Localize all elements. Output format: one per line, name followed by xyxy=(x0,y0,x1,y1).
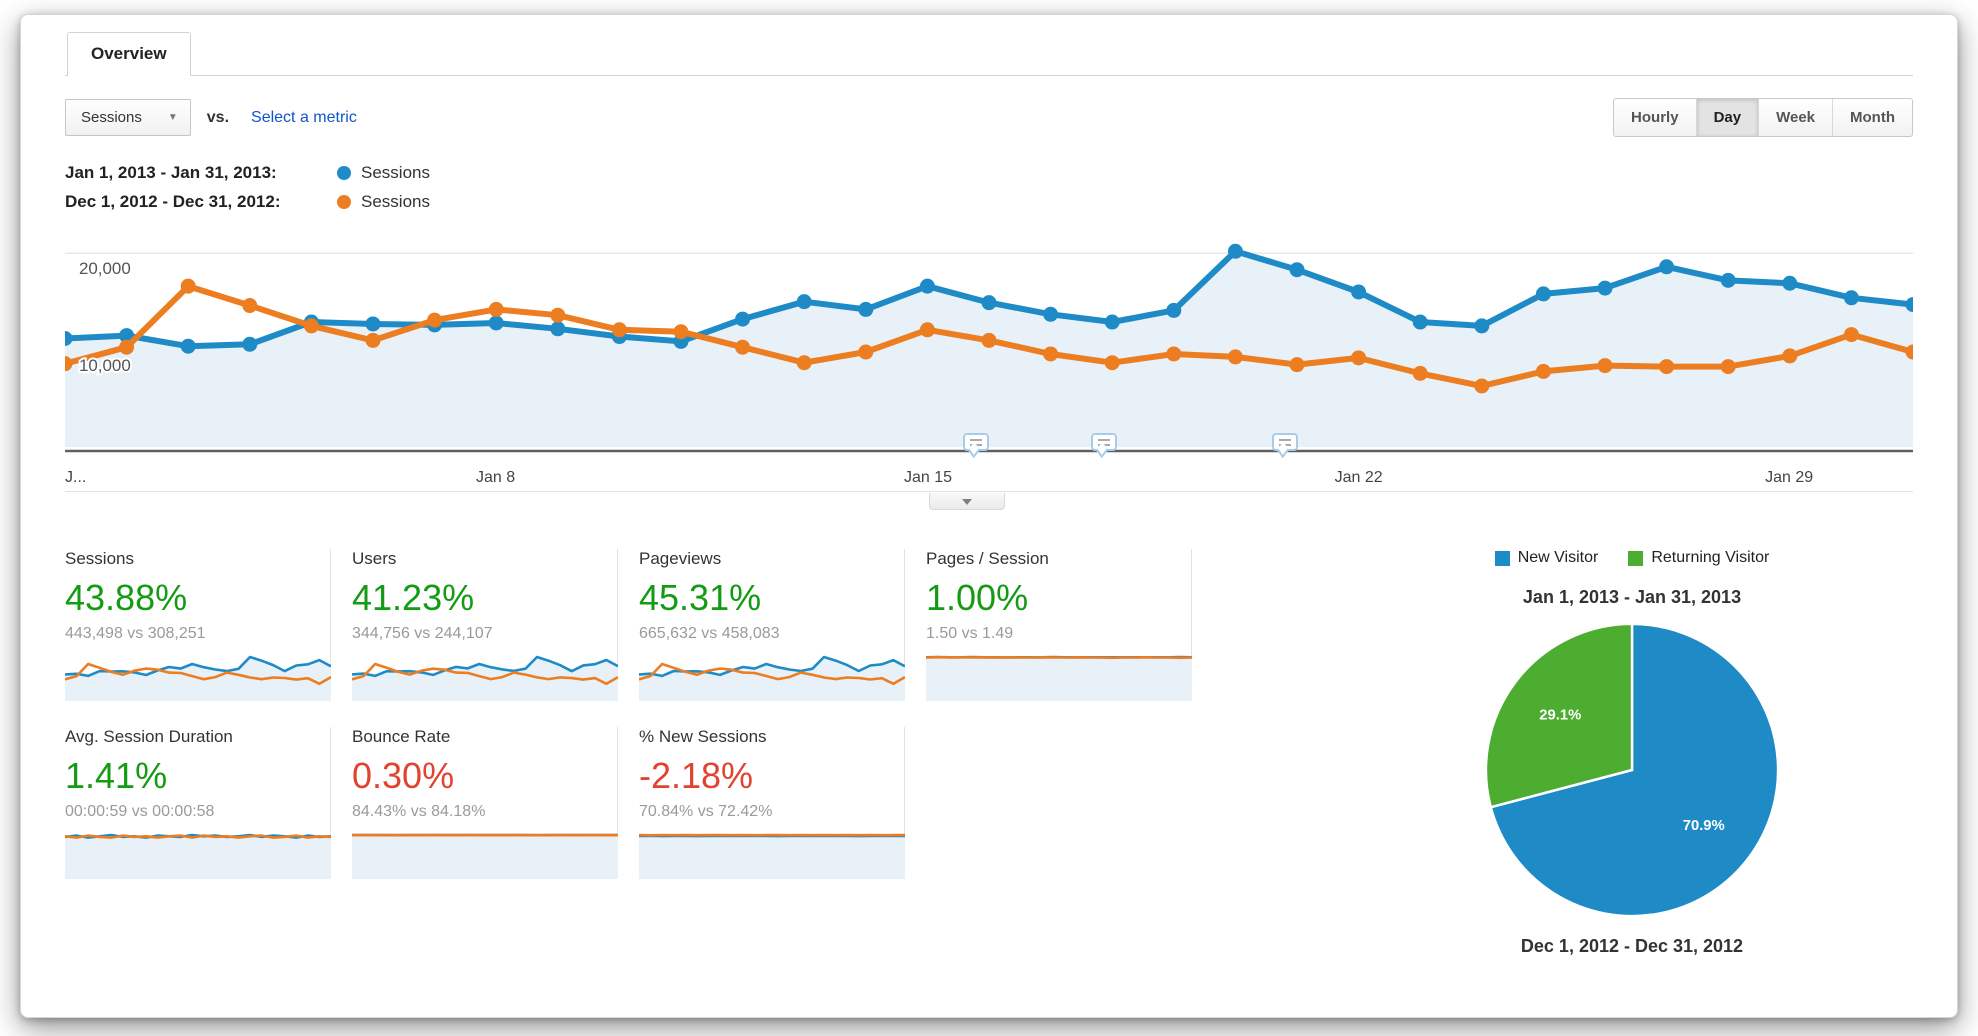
timeline-x-axis: J... Jan 8 Jan 15 Jan 22 Jan 29 xyxy=(65,461,1913,515)
svg-text:20,000: 20,000 xyxy=(79,259,131,278)
summary-section: Sessions 43.88% 443,498 vs 308,251 Users 41.… xyxy=(65,549,1913,957)
sparkline-chart xyxy=(65,833,331,879)
pie-legend: New Visitor Returning Visitor xyxy=(1351,549,1913,567)
metric-compare-values: 665,632 vs 458,083 xyxy=(639,625,780,642)
metric-selector-label: Sessions xyxy=(81,109,142,126)
metric-card-avg_duration: Avg. Session Duration 1.41% 00:00:59 vs 00… xyxy=(65,727,331,879)
metric-title: Pages / Session xyxy=(926,549,1049,568)
x-tick-label: Jan 8 xyxy=(476,469,516,486)
annotation-bubble-icon[interactable] xyxy=(963,433,990,451)
svg-text:29.1%: 29.1% xyxy=(1539,708,1581,724)
legend-swatch-icon xyxy=(1628,550,1644,566)
granularity-button-group: Hourly Day Week Month xyxy=(1613,98,1913,137)
legend-dot-icon xyxy=(337,166,351,180)
metric-change-pct: 41.23% xyxy=(352,577,475,618)
metric-compare-values: 443,498 vs 308,251 xyxy=(65,625,206,642)
metric-row-1: Sessions 43.88% 443,498 vs 308,251 Users 41.… xyxy=(65,549,1317,701)
pie-period-bottom: Dec 1, 2012 - Dec 31, 2012 xyxy=(1520,936,1744,956)
granularity-day[interactable]: Day xyxy=(1695,99,1759,136)
metric-compare-values: 70.84% vs 72.42% xyxy=(639,803,773,820)
pie-slice-returning-visitor[interactable] xyxy=(1484,622,1634,809)
x-tick-label: Jan 15 xyxy=(903,469,953,486)
annotations-expand-tab[interactable] xyxy=(928,493,1005,510)
sparkline-chart xyxy=(65,655,331,701)
sparkline-chart xyxy=(639,833,905,879)
legend-series-name: Sessions xyxy=(361,163,430,182)
x-tick-label: Jan 22 xyxy=(1334,469,1383,486)
pie-legend-item: Returning Visitor xyxy=(1628,549,1769,567)
legend-row: Jan 1, 2013 - Jan 31, 2013: Sessions xyxy=(65,163,1913,183)
granularity-hourly[interactable]: Hourly xyxy=(1631,109,1679,126)
metric-sparkline xyxy=(639,831,905,879)
legend-dot-icon xyxy=(337,195,351,209)
sessions-timeline-chart[interactable]: 20,000 10,000 xyxy=(65,221,1913,461)
pie-slice-new-visitor[interactable] xyxy=(1489,622,1780,918)
x-axis-labels: J... Jan 8 Jan 15 Jan 22 Jan 29 xyxy=(65,461,1913,492)
metric-title: Sessions xyxy=(65,549,134,568)
sparkline-chart xyxy=(352,655,618,701)
metric-change-pct: 45.31% xyxy=(639,577,762,618)
legend-date-range: Dec 1, 2012 - Dec 31, 2012: xyxy=(65,192,281,211)
metric-compare-values: 00:00:59 vs 00:00:58 xyxy=(65,803,215,820)
tab-overview[interactable]: Overview xyxy=(67,32,191,76)
vs-label: vs. xyxy=(206,108,230,126)
legend-date-range: Jan 1, 2013 - Jan 31, 2013: xyxy=(65,163,277,182)
metric-compare-values: 1.50 vs 1.49 xyxy=(926,625,1014,642)
metric-change-pct: 1.41% xyxy=(65,755,168,796)
svg-text:10,000: 10,000 xyxy=(79,356,131,375)
metric-change-pct: 0.30% xyxy=(352,755,455,796)
metric-title: % New Sessions xyxy=(639,727,767,746)
x-tick-label: Jan 29 xyxy=(1765,469,1814,486)
legend-swatch-icon xyxy=(1494,550,1510,566)
metric-card-pageviews: Pageviews 45.31% 665,632 vs 458,083 xyxy=(639,549,905,701)
x-tick-label: J... xyxy=(65,469,87,486)
metric-sparkline xyxy=(352,653,618,701)
metric-cards: Sessions 43.88% 443,498 vs 308,251 Users 41.… xyxy=(65,549,1317,957)
sparkline-chart xyxy=(639,655,905,701)
legend-row: Dec 1, 2012 - Dec 31, 2012: Sessions xyxy=(65,192,1913,212)
metric-card-pages_session: Pages / Session 1.00% 1.50 vs 1.49 xyxy=(926,549,1192,701)
annotation-bubble-icon[interactable] xyxy=(1271,433,1298,451)
metric-card-sessions: Sessions 43.88% 443,498 vs 308,251 xyxy=(65,549,331,701)
metric-card-new_sessions: % New Sessions -2.18% 70.84% vs 72.42% xyxy=(639,727,905,879)
metric-sparkline xyxy=(65,653,331,701)
metric-change-pct: 43.88% xyxy=(65,577,188,618)
metric-card-users: Users 41.23% 344,756 vs 244,107 xyxy=(352,549,618,701)
metric-change-pct: -2.18% xyxy=(639,755,754,796)
sparkline-chart xyxy=(352,833,618,879)
chart-toolbar: Sessions ▼ vs. Select a metric Hourly Day… xyxy=(65,98,1913,137)
select-metric-link[interactable]: Select a metric xyxy=(251,108,357,126)
granularity-month[interactable]: Month xyxy=(1832,99,1912,136)
legend-series-name: Sessions xyxy=(361,192,430,211)
timeline-chart-wrap: 20,000 10,000 xyxy=(65,221,1913,461)
metric-title: Users xyxy=(352,549,397,568)
metric-title: Pageviews xyxy=(639,549,722,568)
metric-title: Bounce Rate xyxy=(352,727,451,746)
metric-sparkline xyxy=(65,831,331,879)
metric-sparkline xyxy=(639,653,905,701)
pie-legend-item: New Visitor xyxy=(1494,549,1599,567)
visitor-type-section: New Visitor Returning Visitor Jan 1, 2013… xyxy=(1317,549,1913,957)
metric-sparkline xyxy=(352,831,618,879)
metric-compare-values: 84.43% vs 84.18% xyxy=(352,803,486,820)
pie-legend-label: Returning Visitor xyxy=(1651,549,1770,566)
metric-change-pct: 1.00% xyxy=(926,577,1029,618)
metric-sparkline xyxy=(926,653,1192,701)
pie-period-top: Jan 1, 2013 - Jan 31, 2013 xyxy=(1522,587,1742,607)
metric-compare-values: 344,756 vs 244,107 xyxy=(352,625,493,642)
svg-text:70.9%: 70.9% xyxy=(1683,818,1725,834)
tab-bar: Overview xyxy=(65,15,1913,76)
analytics-overview-panel: Overview Sessions ▼ vs. Select a metric … xyxy=(20,14,1958,1018)
metric-row-2: Avg. Session Duration 1.41% 00:00:59 vs 00… xyxy=(65,727,1317,879)
annotation-bubble-icon[interactable] xyxy=(1090,433,1117,451)
metric-title: Avg. Session Duration xyxy=(65,727,233,746)
timeline-legend: Jan 1, 2013 - Jan 31, 2013: Sessions Dec 1… xyxy=(65,163,1913,212)
metric-card-bounce: Bounce Rate 0.30% 84.43% vs 84.18% xyxy=(352,727,618,879)
metric-selector-dropdown[interactable]: Sessions ▼ xyxy=(65,99,191,136)
granularity-week[interactable]: Week xyxy=(1758,99,1832,136)
chevron-down-icon: ▼ xyxy=(167,112,178,123)
pie-legend-label: New Visitor xyxy=(1517,549,1599,566)
visitor-type-pie-chart[interactable]: 70.9% 29.1% xyxy=(1482,620,1782,920)
sparkline-chart xyxy=(926,655,1192,701)
